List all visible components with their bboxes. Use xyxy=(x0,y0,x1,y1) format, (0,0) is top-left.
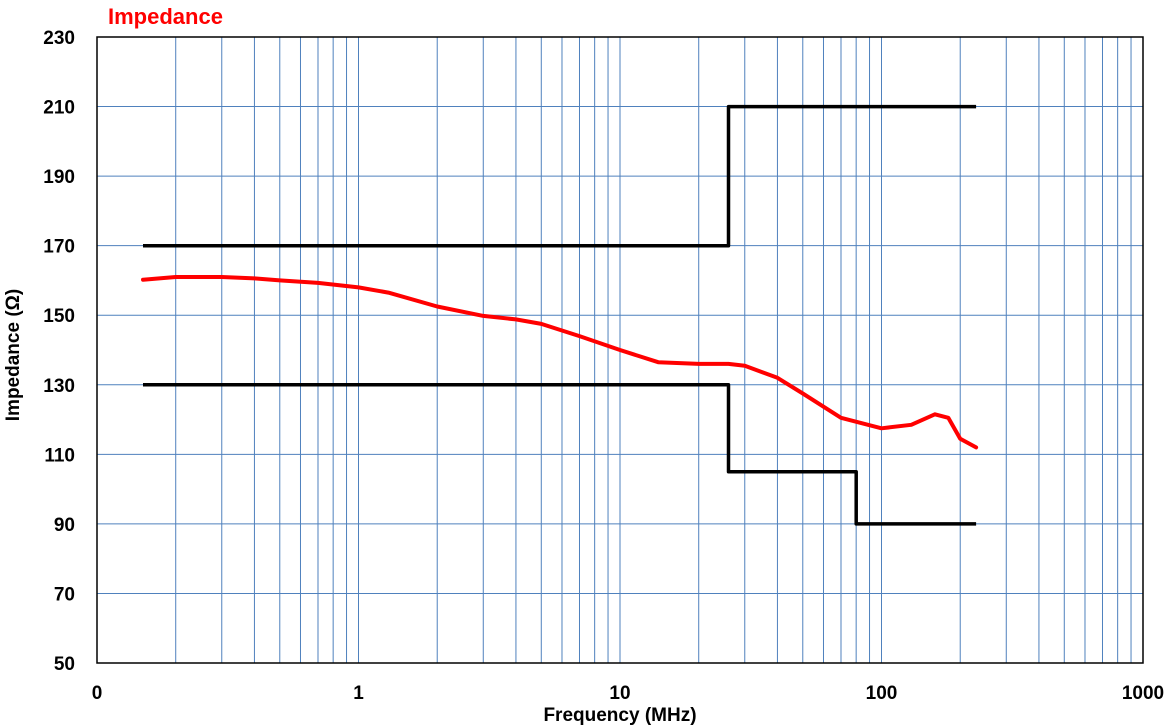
y-tick-label: 210 xyxy=(43,98,75,119)
y-tick-label: 130 xyxy=(43,376,75,397)
x-axis-label: Frequency (MHz) xyxy=(543,705,696,726)
y-tick-labels: 50 70 90 110 130 150 170 190 210 230 xyxy=(43,28,75,675)
y-tick-label: 190 xyxy=(43,167,75,188)
y-tick-label: 50 xyxy=(54,654,75,675)
chart-title: Impedance xyxy=(108,4,223,29)
y-tick-label: 230 xyxy=(43,28,75,49)
y-tick-label: 110 xyxy=(44,445,75,466)
x-tick-label: 1 xyxy=(353,683,364,704)
y-tick-label: 70 xyxy=(54,584,75,605)
y-tick-label: 90 xyxy=(54,515,75,536)
series-line-limit xyxy=(143,383,977,526)
x-tick-label: 0 xyxy=(92,683,103,704)
series-line-measured xyxy=(141,275,979,450)
x-tick-labels: 0 1 10 100 1000 xyxy=(92,683,1164,704)
x-tick-label: 100 xyxy=(866,683,898,704)
y-tick-label: 150 xyxy=(43,306,75,327)
series-group xyxy=(141,104,979,526)
x-tick-label: 1000 xyxy=(1122,683,1164,704)
y-tick-label: 170 xyxy=(43,237,75,258)
x-tick-label: 10 xyxy=(609,683,630,704)
grid xyxy=(97,37,1143,663)
series-line-limit xyxy=(143,104,977,248)
y-axis-label: Impedance (Ω) xyxy=(3,289,24,421)
plot-frame xyxy=(96,36,1144,664)
